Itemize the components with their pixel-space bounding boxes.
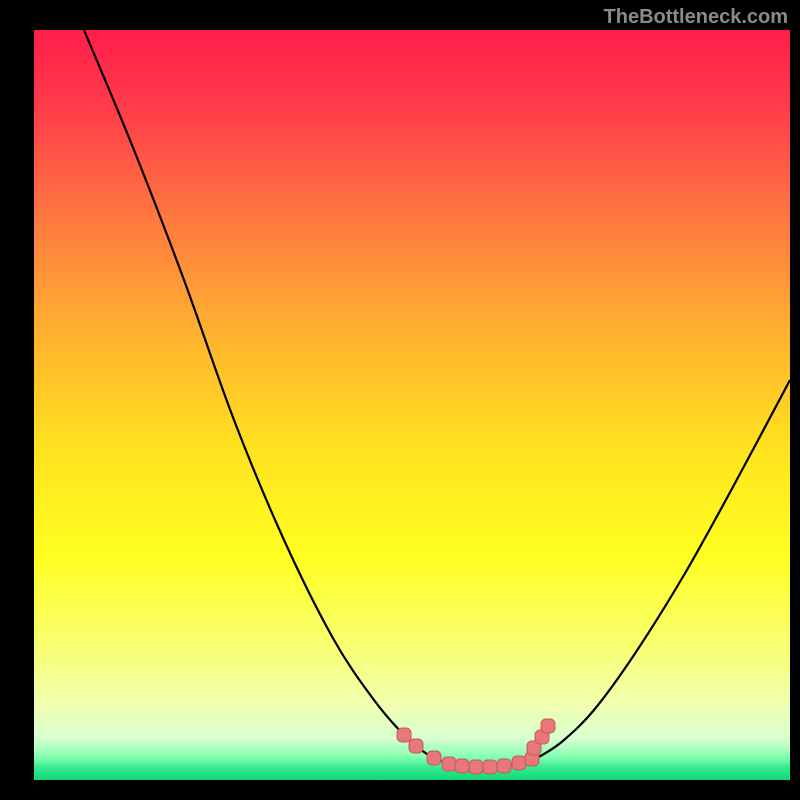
curve-marker xyxy=(541,719,555,733)
curve-marker xyxy=(497,759,511,773)
curve-marker xyxy=(512,756,526,770)
curve-marker xyxy=(409,739,423,753)
curve-marker xyxy=(397,728,411,742)
bottleneck-chart xyxy=(0,0,800,800)
chart-background-gradient xyxy=(34,30,790,780)
watermark-text: TheBottleneck.com xyxy=(604,6,788,29)
curve-marker xyxy=(455,759,469,773)
curve-marker xyxy=(483,760,497,774)
curve-marker xyxy=(442,757,456,771)
curve-marker xyxy=(469,760,483,774)
curve-marker xyxy=(427,751,441,765)
